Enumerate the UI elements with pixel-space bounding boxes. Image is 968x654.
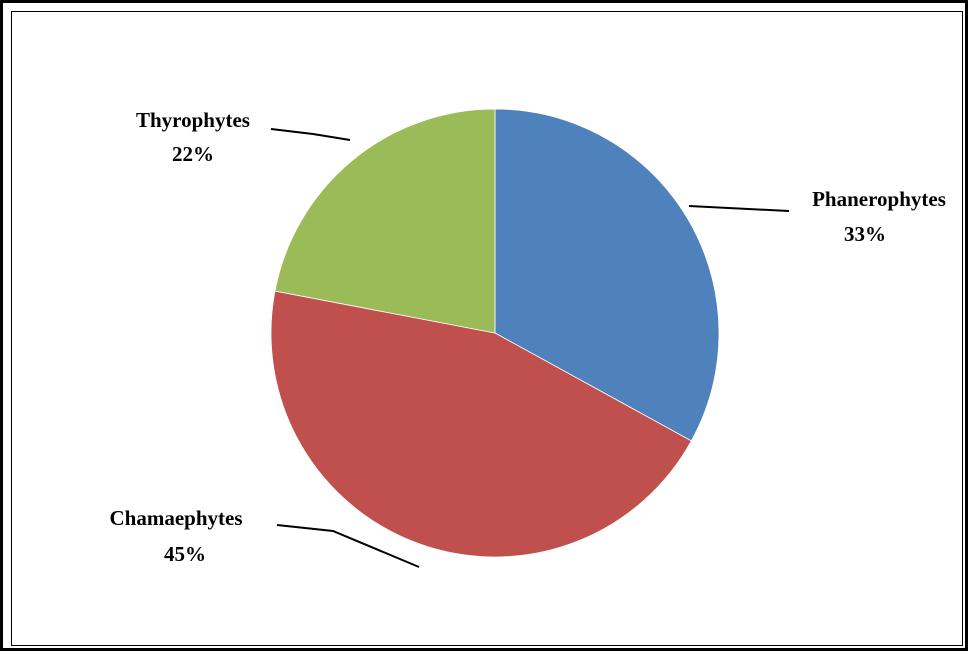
- leader-line-chamaephytes: [276, 524, 420, 568]
- category-label-phanerophytes: Phanerophytes: [812, 187, 946, 211]
- data-labels: Phanerophytes 33% Chamaephytes 45% Thyrophyt…: [109, 108, 945, 566]
- category-label-thyrophytes: Thyrophytes: [136, 108, 250, 132]
- leader-line-thyrophytes: [270, 128, 351, 141]
- pie-slice-thyrophytes: [274, 108, 496, 334]
- leader-line-phanerophytes: [688, 205, 790, 212]
- pie-slice-phanerophytes: [494, 108, 720, 442]
- category-label-chamaephytes: Chamaephytes: [109, 506, 242, 530]
- pie-slices: [270, 108, 720, 558]
- value-label-thyrophytes: 22%: [172, 142, 214, 166]
- pie-chart: Phanerophytes 33% Chamaephytes 45% Thyrophyt…: [109, 108, 946, 568]
- chart-plot-area-border: [11, 11, 963, 646]
- value-label-chamaephytes: 45%: [164, 542, 206, 566]
- value-label-phanerophytes: 33%: [844, 222, 886, 246]
- pie-slice-chamaephytes: [270, 290, 692, 558]
- leader-lines: [270, 128, 790, 568]
